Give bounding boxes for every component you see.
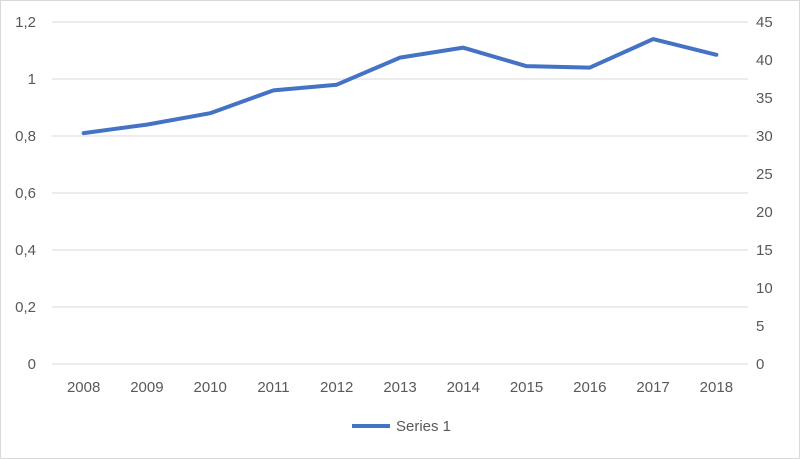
x-axis-tick-label: 2009 — [130, 379, 163, 396]
x-axis-tick-labels: 2008 2009 2010 2011 2012 2013 2014 2015 2016 2017… — [67, 379, 733, 396]
gridlines — [52, 21, 748, 365]
left-axis-tick-label: 0 — [28, 356, 36, 373]
left-axis-tick-label: 0,4 — [15, 242, 36, 259]
left-axis-tick-label: 0,8 — [15, 128, 36, 145]
right-axis-tick-label: 0 — [756, 356, 764, 373]
series-lines — [81, 37, 719, 136]
left-axis-tick-label: 0,6 — [15, 185, 36, 202]
right-axis-tick-label: 30 — [756, 128, 773, 145]
series-line-1 — [81, 37, 719, 136]
legend-label-series-1: Series 1 — [396, 418, 451, 435]
right-axis-tick-label: 15 — [756, 242, 773, 259]
right-axis-tick-labels: 0 5 10 15 20 25 30 35 40 45 — [756, 14, 773, 373]
left-axis-tick-label: 1,2 — [15, 14, 36, 31]
left-axis-tick-label: 1 — [28, 71, 36, 88]
x-axis-tick-label: 2008 — [67, 379, 100, 396]
right-axis-tick-label: 45 — [756, 14, 773, 31]
left-axis-tick-labels: 0 0,2 0,4 0,6 0,8 1 1,2 — [15, 14, 36, 373]
x-axis-tick-label: 2013 — [383, 379, 416, 396]
x-axis-tick-label: 2016 — [573, 379, 606, 396]
right-axis-tick-label: 40 — [756, 52, 773, 69]
x-axis-tick-label: 2012 — [320, 379, 353, 396]
right-axis-tick-label: 5 — [756, 318, 764, 335]
right-axis-tick-label: 25 — [756, 166, 773, 183]
x-axis-tick-label: 2014 — [447, 379, 480, 396]
right-axis-tick-label: 20 — [756, 204, 773, 221]
x-axis-tick-label: 2015 — [510, 379, 543, 396]
right-axis-tick-label: 10 — [756, 280, 773, 297]
x-axis-tick-label: 2010 — [193, 379, 226, 396]
left-axis-tick-label: 0,2 — [15, 299, 36, 316]
legend: Series 1 — [352, 418, 451, 435]
x-axis-tick-label: 2011 — [257, 379, 289, 396]
x-axis-tick-label: 2018 — [700, 379, 733, 396]
x-axis-tick-label: 2017 — [636, 379, 669, 396]
right-axis-tick-label: 35 — [756, 90, 773, 107]
